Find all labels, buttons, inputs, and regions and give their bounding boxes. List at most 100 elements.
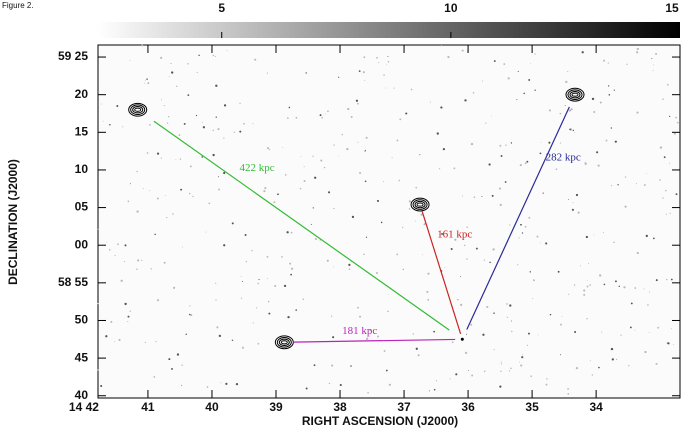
noise-dot [486, 306, 488, 308]
noise-dot [522, 232, 523, 233]
noise-dot [492, 195, 494, 197]
noise-dot [473, 92, 475, 94]
noise-dot [568, 294, 569, 295]
noise-dot [359, 316, 361, 318]
noise-dot [363, 56, 365, 58]
noise-dot [124, 244, 126, 246]
noise-dot [537, 236, 539, 238]
noise-dot [476, 248, 478, 250]
noise-dot [429, 390, 430, 391]
noise-dot [197, 72, 198, 73]
noise-dot [470, 324, 472, 326]
noise-dot [453, 167, 455, 169]
noise-dot [646, 235, 648, 237]
noise-dot [667, 84, 669, 86]
noise-dot [232, 222, 234, 224]
noise-dot [526, 161, 528, 163]
noise-dot [295, 117, 297, 119]
noise-dot [460, 304, 462, 306]
noise-dot [364, 80, 365, 81]
noise-dot [223, 244, 225, 246]
noise-dot [439, 168, 440, 169]
noise-dot [153, 376, 155, 378]
noise-dot [567, 71, 568, 72]
noise-dot [338, 156, 339, 157]
noise-dot [251, 250, 252, 251]
y-tick-label: 59 25 [58, 49, 88, 63]
noise-dot [508, 77, 510, 79]
noise-dot [386, 64, 387, 65]
noise-dot [549, 109, 551, 111]
noise-dot [171, 63, 172, 64]
noise-dot [169, 76, 170, 77]
noise-dot [541, 142, 542, 143]
noise-dot [586, 318, 587, 319]
noise-dot [558, 271, 560, 273]
noise-dot [594, 234, 595, 235]
noise-dot [175, 159, 176, 160]
noise-dot [295, 309, 297, 311]
y-tick-label: 45 [75, 350, 89, 364]
noise-dot [171, 71, 173, 73]
noise-dot [161, 99, 162, 100]
noise-dot [518, 237, 519, 238]
noise-dot [603, 232, 604, 233]
noise-dot [593, 111, 595, 113]
noise-dot [386, 370, 388, 372]
noise-dot [291, 232, 293, 234]
noise-dot [494, 60, 496, 62]
noise-dot [578, 212, 580, 214]
noise-dot [519, 362, 520, 363]
noise-dot [327, 110, 329, 112]
noise-dot [127, 321, 128, 322]
noise-dot [186, 334, 187, 335]
noise-dot [659, 179, 661, 181]
noise-dot [525, 162, 527, 164]
noise-dot [538, 334, 539, 335]
noise-dot [346, 148, 348, 150]
noise-dot [586, 236, 588, 238]
noise-dot [568, 388, 569, 389]
noise-dot [630, 327, 632, 329]
noise-dot [452, 341, 454, 343]
noise-dot [242, 281, 243, 282]
noise-dot [164, 262, 166, 264]
noise-dot [644, 351, 646, 353]
noise-dot [328, 191, 330, 193]
noise-dot [443, 148, 445, 150]
noise-dot [606, 140, 608, 142]
noise-dot [273, 201, 275, 203]
noise-dot [334, 208, 335, 209]
noise-dot [192, 196, 193, 197]
noise-dot [447, 56, 449, 58]
noise-dot [455, 373, 457, 375]
x-tick-label: 34 [589, 400, 603, 414]
noise-dot [219, 335, 221, 337]
noise-dot [218, 176, 219, 177]
noise-dot [359, 70, 361, 72]
noise-dot [376, 57, 378, 59]
noise-dot [474, 196, 476, 198]
noise-dot [466, 259, 467, 260]
noise-dot [232, 340, 233, 341]
noise-dot [667, 343, 668, 344]
noise-dot [357, 307, 359, 309]
noise-dot [396, 254, 398, 256]
noise-dot [365, 180, 367, 182]
noise-dot [143, 188, 144, 189]
noise-dot [523, 93, 525, 95]
noise-dot [521, 356, 523, 358]
noise-dot [509, 304, 511, 306]
link-label: 181 kpc [342, 325, 377, 337]
x-tick-label: 36 [461, 400, 475, 414]
noise-dot [347, 108, 349, 110]
noise-dot [588, 263, 589, 264]
noise-dot [383, 74, 385, 76]
noise-dot [615, 141, 617, 143]
noise-dot [677, 122, 679, 124]
noise-dot [187, 94, 189, 96]
noise-dot [534, 54, 535, 55]
noise-dot [666, 214, 667, 215]
noise-dot [507, 317, 508, 318]
colorbar-tick-label: 15 [665, 1, 679, 15]
